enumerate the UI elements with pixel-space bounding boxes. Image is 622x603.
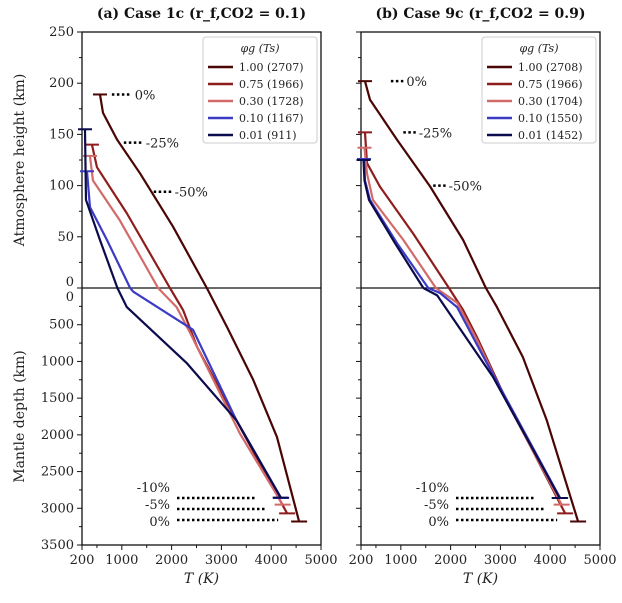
y-tick-label-bottom: 3500 xyxy=(41,538,74,553)
y-tick-label-top: 50 xyxy=(57,230,74,245)
series-line-atmosphere-4 xyxy=(362,159,425,289)
series-line-atmosphere-2 xyxy=(88,155,160,289)
x-tick-label: 200 xyxy=(70,553,95,568)
atmosphere-annotation-label: -25% xyxy=(419,126,452,141)
series-line-atmosphere-4 xyxy=(83,129,119,289)
y-axis-label-bottom: Mantle depth (km) xyxy=(12,350,28,483)
atmosphere-annotation-label: 0% xyxy=(135,88,156,103)
legend-entry-2: 0.30 (1704) xyxy=(518,95,583,108)
legend-entry-0: 1.00 (2708) xyxy=(518,61,583,74)
y-tick-label-top: 250 xyxy=(49,25,74,40)
series-line-atmosphere-2 xyxy=(363,147,437,289)
chart-title: (a) Case 1c (r_f,CO2 = 0.1) xyxy=(97,6,306,22)
legend-entry-3: 0.10 (1550) xyxy=(518,112,583,125)
x-tick-label: 1000 xyxy=(105,553,138,568)
series-line-atmosphere-0 xyxy=(363,80,487,289)
series-line-atmosphere-0 xyxy=(98,94,208,289)
x-tick-label: 4000 xyxy=(534,553,567,568)
atmosphere-annotation-label: -25% xyxy=(146,137,179,152)
legend: φg (Ts) 1.00 (2708) 0.75 (1966) 0.30 (1704)… xyxy=(481,36,597,144)
legend: φg (Ts) 1.00 (2707) 0.75 (1966) 0.30 (1728)… xyxy=(202,36,318,144)
mantle-annotation-label: -10% xyxy=(416,481,449,496)
y-tick-label-bottom: 3000 xyxy=(41,501,74,516)
atmosphere-annotation-label: -50% xyxy=(175,186,208,201)
series-line-atmosphere-3 xyxy=(362,158,430,289)
atmosphere-annotation-label: -50% xyxy=(449,180,482,195)
series-line-mantle-0 xyxy=(484,287,580,522)
x-tick-label: 3000 xyxy=(484,553,517,568)
y-tick-label-bottom: 0 xyxy=(66,290,74,305)
x-tick-label: 200 xyxy=(349,553,374,568)
mantle-annotation-label: -10% xyxy=(137,481,170,496)
legend-entry-4: 0.01 (1452) xyxy=(518,129,583,142)
legend-entry-1: 0.75 (1966) xyxy=(518,78,583,91)
legend-title: φg (Ts) xyxy=(519,42,558,55)
atmosphere-annotation-label: 0% xyxy=(406,75,427,90)
x-axis-label: T (K) xyxy=(184,571,219,587)
series-line-mantle-4 xyxy=(116,287,282,499)
x-axis-label: T (K) xyxy=(463,571,498,587)
x-tick-label: 2000 xyxy=(155,553,188,568)
series-line-mantle-2 xyxy=(157,287,284,506)
mantle-annotation-label: 0% xyxy=(428,515,449,530)
x-tick-label: 3000 xyxy=(205,553,238,568)
series-line-atmosphere-1 xyxy=(363,132,450,289)
x-tick-label: 4000 xyxy=(255,553,288,568)
y-tick-label-bottom: 500 xyxy=(49,318,74,333)
legend-entry-2: 0.30 (1728) xyxy=(239,95,304,108)
y-tick-label-bottom: 1500 xyxy=(41,391,74,406)
legend-entry-4: 0.01 (911) xyxy=(239,129,297,142)
x-tick-label: 5000 xyxy=(304,553,337,568)
y-tick-label-bottom: 2000 xyxy=(41,428,74,443)
y-tick-label-top: 200 xyxy=(49,76,74,91)
y-tick-label-top: 150 xyxy=(49,127,74,142)
panel-a: (a) Case 1c (r_f,CO2 = 0.1) 0 50 100 150 200 2… xyxy=(12,6,338,587)
y-tick-label-top: 100 xyxy=(49,179,74,194)
y-tick-label-bottom: 2500 xyxy=(41,465,74,480)
panel-b: (b) Case 9c (r_f,CO2 = 0.9) 200 1000 2000 30… xyxy=(349,6,617,587)
mantle-annotation-label: -5% xyxy=(424,498,449,513)
legend-entry-3: 0.10 (1167) xyxy=(239,112,304,125)
y-tick-label-top: 0 xyxy=(66,275,74,290)
legend-entry-1: 0.75 (1966) xyxy=(239,78,304,91)
series-line-atmosphere-1 xyxy=(90,144,171,289)
y-axis-label-top: Atmosphere height (km) xyxy=(12,74,28,248)
x-tick-label: 1000 xyxy=(384,553,417,568)
chart-title: (b) Case 9c (r_f,CO2 = 0.9) xyxy=(375,6,585,22)
legend-box xyxy=(202,36,318,144)
legend-title: φg (Ts) xyxy=(240,42,279,55)
x-tick-label: 2000 xyxy=(434,553,467,568)
legend-box xyxy=(481,36,597,144)
series-line-atmosphere-3 xyxy=(85,171,132,289)
mantle-annotation-label: -5% xyxy=(145,498,170,513)
mantle-annotation-label: 0% xyxy=(149,515,170,530)
legend-entry-0: 1.00 (2707) xyxy=(239,61,304,74)
x-tick-label: 5000 xyxy=(583,553,616,568)
series-line-mantle-4 xyxy=(422,287,561,499)
y-tick-label-bottom: 1000 xyxy=(41,354,74,369)
series-line-mantle-0 xyxy=(205,287,301,522)
